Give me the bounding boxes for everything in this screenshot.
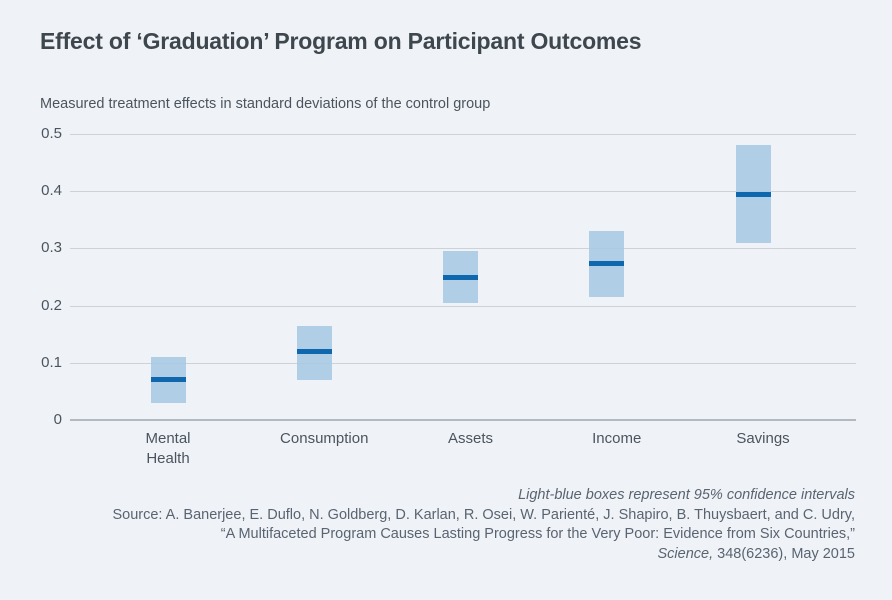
point-estimate-line xyxy=(296,348,332,354)
category-label: Savings xyxy=(736,430,790,447)
source-line-1: Source: A. Banerjee, E. Duflo, N. Goldbe… xyxy=(112,506,855,523)
chart-footer: Light-blue boxes represent 95% confidenc… xyxy=(35,486,855,564)
chart-title: Effect of ‘Graduation’ Program on Partic… xyxy=(40,28,642,54)
y-tick-label: 0.3 xyxy=(41,239,62,257)
plot-area: 0 0.1 0.2 0.3 0.4 0.5 Mental Health Consumption… xyxy=(41,125,856,467)
y-tick-label: 0 xyxy=(53,411,62,428)
y-tick-label: 0.4 xyxy=(41,182,62,200)
y-tick-label: 0.5 xyxy=(41,125,62,142)
category-label: Consumption xyxy=(280,430,369,447)
journal-name: Science, xyxy=(657,545,714,562)
category-label: Income xyxy=(592,430,642,447)
gridline xyxy=(70,362,856,364)
y-tick-label: 0.1 xyxy=(41,353,62,371)
x-axis-zero-line xyxy=(70,419,856,421)
source-line-2: “A Multifaceted Program Causes Lasting P… xyxy=(220,526,855,542)
point-estimate-line xyxy=(150,377,186,383)
chart-subtitle: Measured treatment effects in standard d… xyxy=(40,96,491,112)
point-estimate-line xyxy=(589,261,625,267)
gridline xyxy=(70,134,856,135)
gridline xyxy=(70,248,856,250)
point-estimate-line xyxy=(735,191,771,197)
gridline xyxy=(70,191,856,193)
category-label: Assets xyxy=(447,430,493,447)
category-label: Mental Health xyxy=(145,430,191,467)
gridline xyxy=(70,305,856,307)
confidence-interval-note: Light-blue boxes represent 95% confidenc… xyxy=(518,487,855,503)
journal-line: Science, 348(6236), May 2015 xyxy=(35,545,856,565)
y-tick-label: 0.2 xyxy=(41,296,62,314)
point-estimate-line xyxy=(443,274,478,280)
journal-citation: 348(6236), May 2015 xyxy=(713,545,855,562)
